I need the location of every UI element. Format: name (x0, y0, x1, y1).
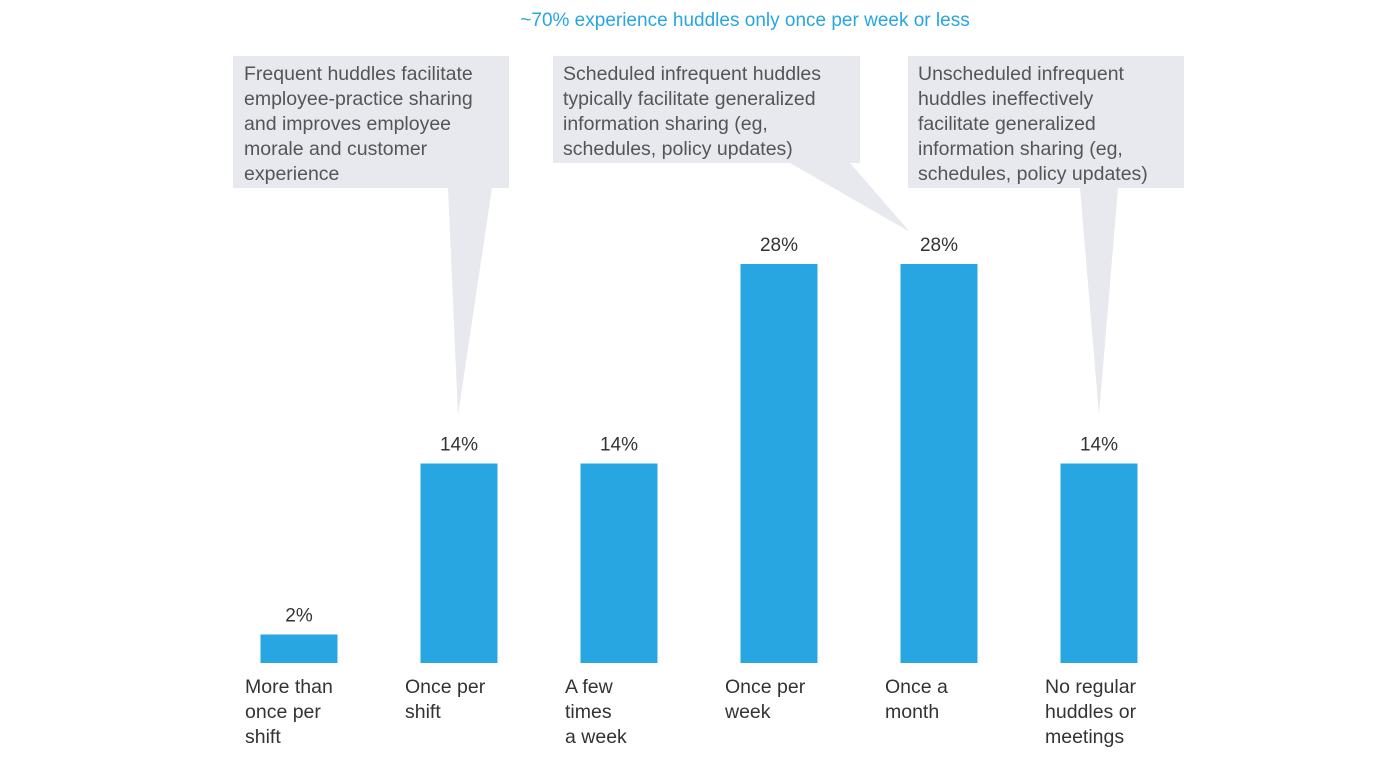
category-label-line: times (565, 701, 612, 723)
callout-text: Scheduled infrequent huddles typically fa… (563, 63, 821, 160)
callout-pointer (1080, 188, 1118, 415)
category-label-2: Once per shift (405, 676, 486, 723)
category-label-5: Once a month (885, 676, 948, 723)
category-label-line: Once per (405, 676, 486, 698)
category-label-4: Once per week (724, 676, 806, 723)
category-label-line: A few (565, 676, 614, 698)
callout-text-line: typically facilitate generalized (563, 88, 816, 110)
category-label-1: More than once per shift (245, 676, 333, 748)
callout-text-line: schedules, policy updates) (918, 163, 1148, 185)
callout-text-line: Frequent huddles facilitate (244, 63, 473, 85)
category-label-line: meetings (1045, 726, 1124, 748)
callout-text: Frequent huddles facilitate employee-prac… (244, 63, 473, 185)
category-label-line: huddles or (1045, 701, 1137, 723)
callout-box (233, 56, 509, 188)
callout-text-line: employee-practice sharing (244, 88, 473, 110)
callout-box (908, 56, 1184, 188)
bar-1 (260, 634, 338, 663)
category-label-line: Once per (725, 676, 806, 698)
category-label-line: week (724, 701, 771, 723)
callout-text-line: Unscheduled infrequent (918, 63, 1125, 85)
callout-text-line: Scheduled infrequent huddles (563, 63, 821, 85)
callout-text-line: and improves employee (244, 113, 451, 135)
bar-5 (900, 264, 978, 663)
callout-text-line: information sharing (eg, (563, 113, 768, 135)
value-label-1: 2% (285, 606, 313, 627)
callout-pointer (790, 163, 910, 232)
bar-4 (740, 264, 818, 663)
category-label-line: More than (245, 676, 333, 698)
bar-2 (420, 463, 498, 663)
callout-pointer (448, 188, 492, 415)
callout-text-line: facilitate generalized (918, 113, 1096, 135)
category-label-line: No regular (1045, 676, 1137, 698)
bar-6 (1060, 463, 1138, 663)
value-label-6: 14% (1080, 435, 1118, 456)
category-label-line: shift (405, 701, 441, 723)
category-label-line: month (885, 701, 939, 723)
callout-text: Unscheduled infrequent huddles ineffectiv… (918, 63, 1148, 185)
value-label-5: 28% (920, 235, 958, 256)
callout-text-line: information sharing (eg, (918, 138, 1123, 160)
category-label-6: No regular huddles or meetings (1045, 676, 1137, 748)
callout-box (553, 56, 860, 163)
value-label-2: 14% (440, 435, 478, 456)
category-label-line: a week (565, 726, 627, 748)
value-label-4: 28% (760, 235, 798, 256)
value-label-3: 14% (600, 435, 638, 456)
callout-text-line: experience (244, 163, 339, 185)
callout-text-line: morale and customer (244, 138, 428, 160)
callout-2: Scheduled infrequent huddles typically fa… (553, 56, 910, 232)
category-label-line: shift (245, 726, 281, 748)
category-label-3: A few times a week (565, 676, 627, 748)
category-label-line: Once a (885, 676, 948, 698)
category-label-line: once per (245, 701, 321, 723)
callout-3: Unscheduled infrequent huddles ineffectiv… (908, 56, 1184, 415)
callout-text-line: huddles ineffectively (918, 88, 1094, 110)
chart-title: ~70% experience huddles only once per we… (520, 10, 969, 31)
bar-3 (580, 463, 658, 663)
callout-text-line: schedules, policy updates) (563, 138, 793, 160)
callout-1: Frequent huddles facilitate employee-prac… (233, 56, 509, 415)
